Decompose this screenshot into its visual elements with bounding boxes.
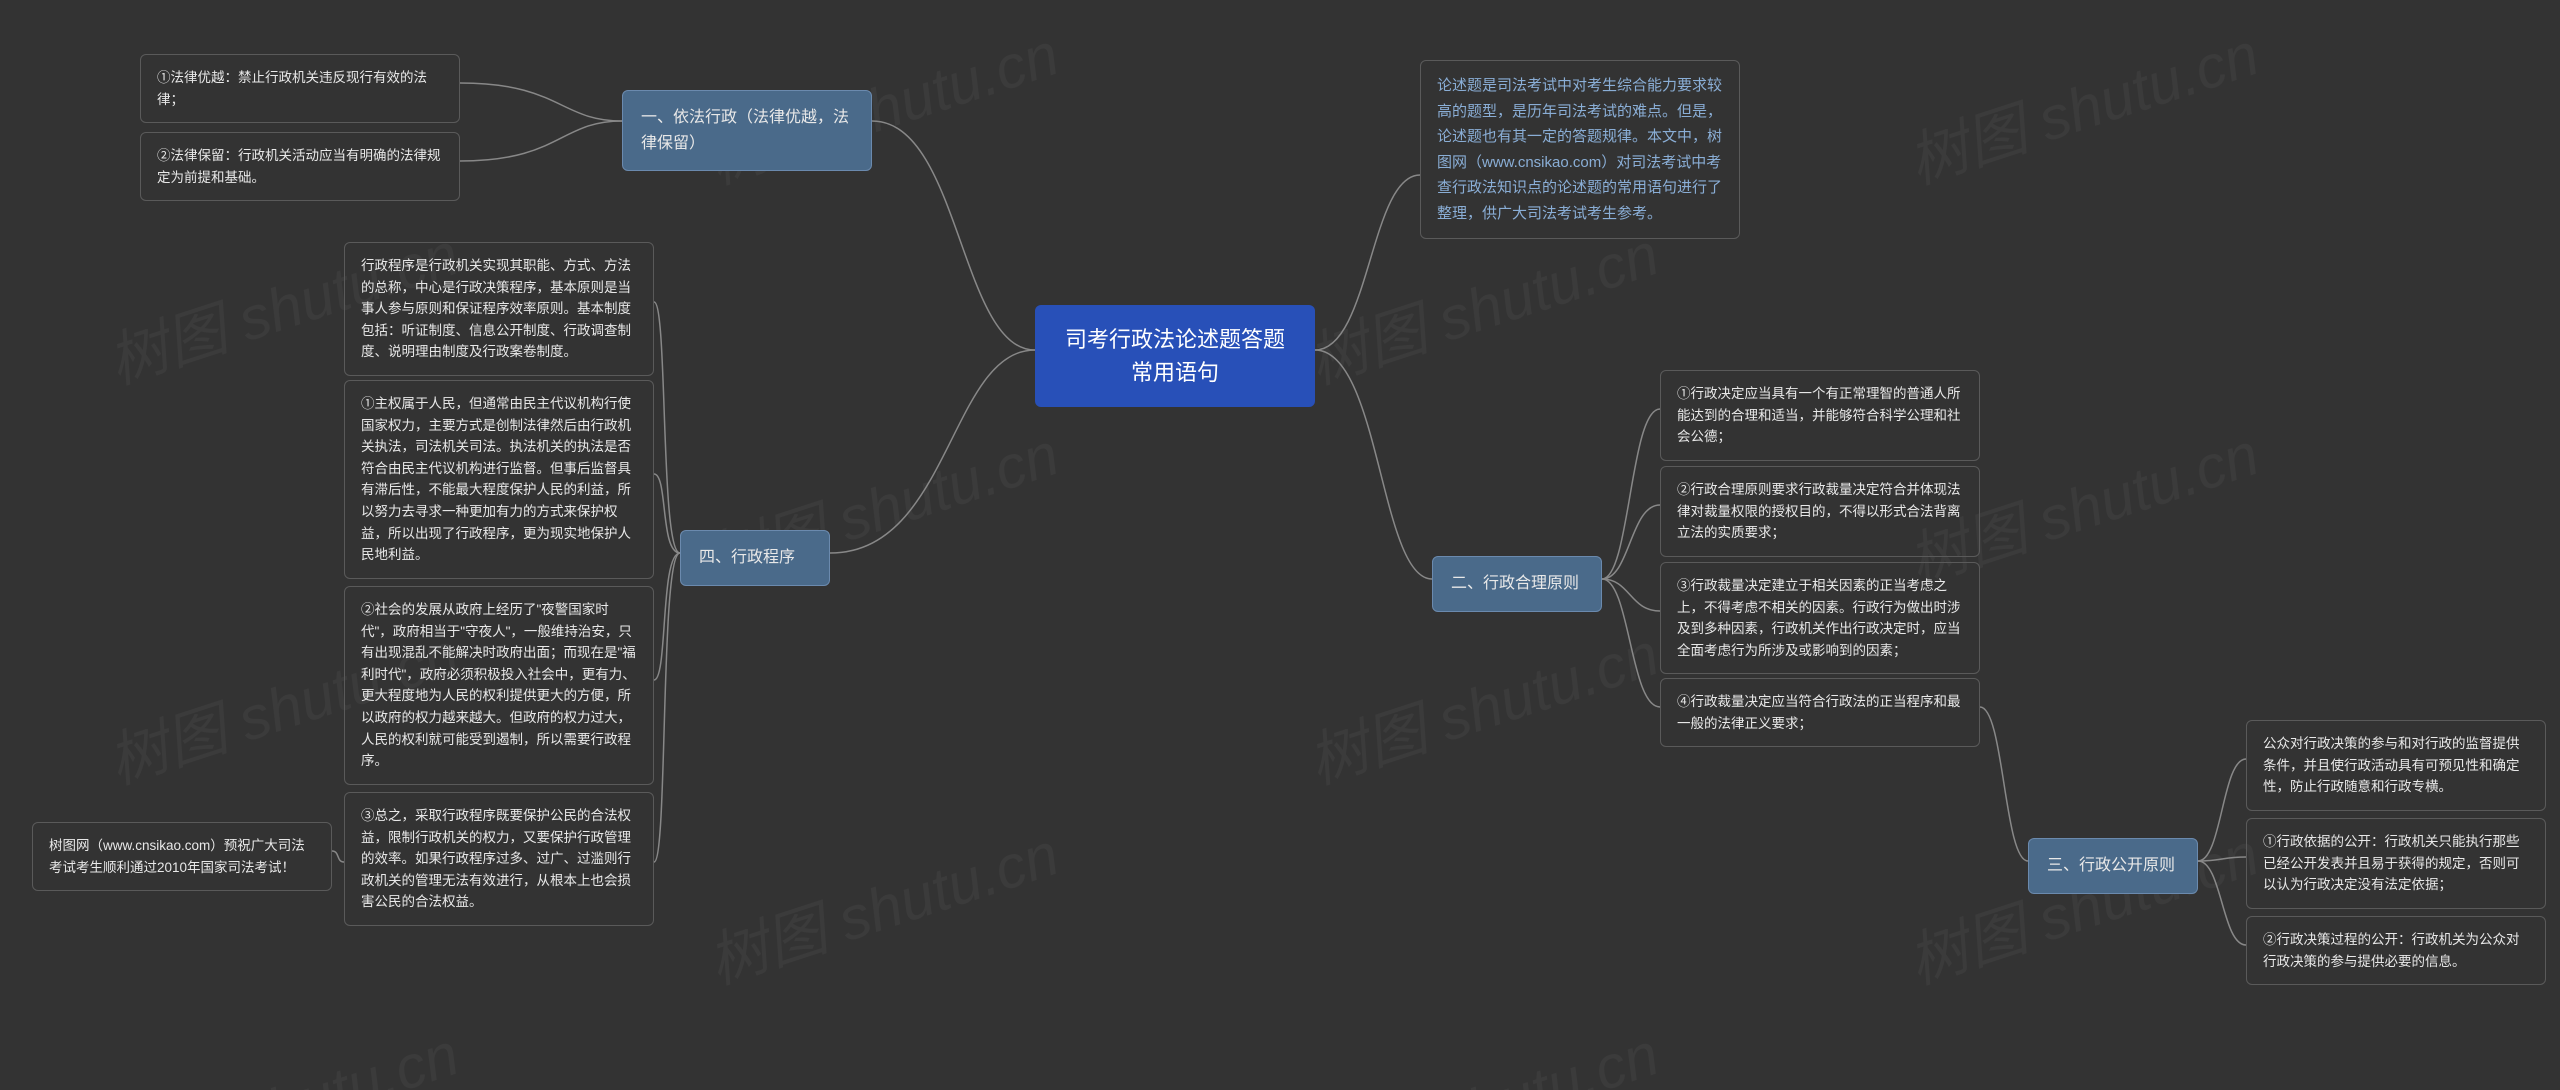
branch-4-leaf-2: ②社会的发展从政府上经历了"夜警国家时代"，政府相当于"守夜人"，一般维持治安，… <box>344 586 654 785</box>
watermark: 树图 shutu.cn <box>1895 806 2268 1001</box>
branch-3: 三、行政公开原则 <box>2028 838 2198 894</box>
branch-4-leaf-1: ①主权属于人民，但通常由民主代议机构行使国家权力，主要方式是创制法律然后由行政机… <box>344 380 654 579</box>
branch-4-leaf-0: 行政程序是行政机关实现其职能、方式、方法的总称，中心是行政决策程序，基本原则是当… <box>344 242 654 376</box>
branch-3-leaf-0: 公众对行政决策的参与和对行政的监督提供条件，并且使行政活动具有可预见性和确定性，… <box>2246 720 2546 811</box>
branch-1-leaf-1: ①法律优越：禁止行政机关违反现行有效的法律； <box>140 54 460 123</box>
watermark: 树图 shutu.cn <box>1295 1006 1668 1090</box>
branch-2: 二、行政合理原则 <box>1432 556 1602 612</box>
watermark: 树图 shutu.cn <box>95 1006 468 1090</box>
branch-2-leaf-3: ③行政裁量决定建立于相关因素的正当考虑之上，不得考虑不相关的因素。行政行为做出时… <box>1660 562 1980 674</box>
watermark: 树图 shutu.cn <box>1895 6 2268 201</box>
branch-2-leaf-2: ②行政合理原则要求行政裁量决定符合并体现法律对裁量权限的授权目的，不得以形式合法… <box>1660 466 1980 557</box>
intro-node: 论述题是司法考试中对考生综合能力要求较高的题型，是历年司法考试的难点。但是，论述… <box>1420 60 1740 239</box>
branch-4-leaf-3: ③总之，采取行政程序既要保护公民的合法权益，限制行政机关的权力，又要保护行政管理… <box>344 792 654 926</box>
branch-2-leaf-1: ①行政决定应当具有一个有正常理智的普通人所能达到的合理和适当，并能够符合科学公理… <box>1660 370 1980 461</box>
branch-4: 四、行政程序 <box>680 530 830 586</box>
branch-3-leaf-2: ②行政决策过程的公开：行政机关为公众对行政决策的参与提供必要的信息。 <box>2246 916 2546 985</box>
watermark: 树图 shutu.cn <box>695 806 1068 1001</box>
footer-note: 树图网（www.cnsikao.com）预祝广大司法考试考生顺利通过2010年国… <box>32 822 332 891</box>
branch-1: 一、依法行政（法律优越，法律保留） <box>622 90 872 171</box>
branch-3-leaf-1: ①行政依据的公开：行政机关只能执行那些已经公开发表并且易于获得的规定，否则可以认… <box>2246 818 2546 909</box>
root-node: 司考行政法论述题答题常用语句 <box>1035 305 1315 407</box>
branch-1-leaf-2: ②法律保留：行政机关活动应当有明确的法律规定为前提和基础。 <box>140 132 460 201</box>
branch-2-leaf-4: ④行政裁量决定应当符合行政法的正当程序和最一般的法律正义要求； <box>1660 678 1980 747</box>
watermark: 树图 shutu.cn <box>1295 606 1668 801</box>
